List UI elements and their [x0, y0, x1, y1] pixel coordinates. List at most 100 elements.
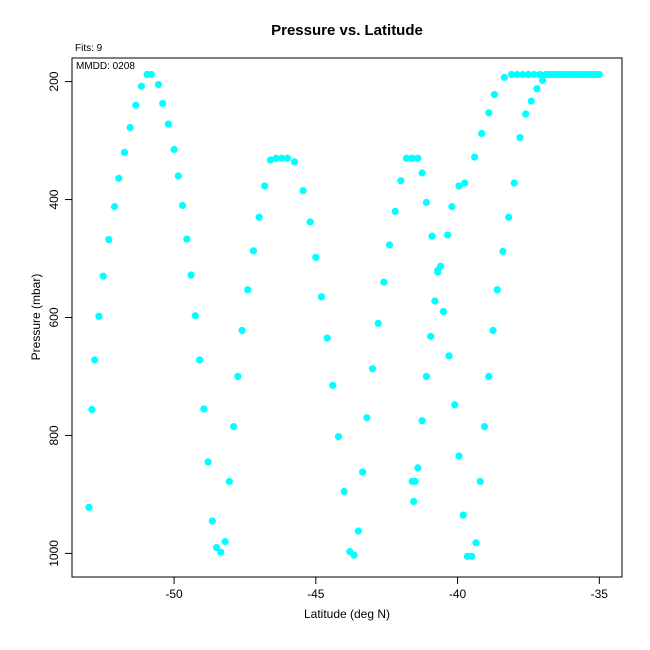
data-point: [445, 352, 453, 360]
data-point: [533, 85, 541, 93]
data-point: [490, 90, 499, 99]
data-point: [587, 70, 595, 79]
data-point: [283, 154, 292, 162]
data-point: [380, 278, 388, 286]
data-point: [91, 356, 99, 364]
data-point: [410, 497, 418, 506]
data-point: [178, 201, 187, 210]
data-point: [516, 134, 524, 142]
data-point: [334, 433, 343, 441]
data-point: [221, 538, 229, 546]
data-point: [489, 326, 497, 335]
data-point: [85, 503, 93, 512]
data-point: [499, 247, 507, 256]
data-point: [427, 332, 435, 340]
data-point: [317, 293, 326, 301]
data-point: [468, 552, 476, 560]
data-point: [459, 511, 467, 519]
data-point: [418, 417, 426, 425]
data-point: [397, 177, 405, 185]
data-point: [428, 232, 436, 240]
data-point: [217, 548, 225, 556]
data-point: [115, 174, 123, 182]
data-point: [159, 99, 167, 108]
data-point: [444, 231, 452, 239]
data-point: [493, 286, 501, 294]
data-point: [204, 458, 212, 466]
y-tick-label: 1000: [47, 540, 61, 567]
data-point: [137, 82, 146, 90]
data-point: [323, 334, 331, 342]
x-tick-label: -45: [307, 587, 325, 601]
x-tick-label: -40: [449, 587, 467, 601]
y-axis-label: Pressure (mbar): [29, 274, 43, 361]
data-point: [434, 268, 442, 276]
data-point: [272, 154, 280, 162]
chart-title: Pressure vs. Latitude: [271, 22, 423, 39]
data-point: [581, 70, 589, 79]
data-point: [541, 70, 550, 79]
x-tick-label: -50: [165, 587, 183, 601]
data-point: [414, 154, 422, 162]
data-point: [448, 203, 456, 211]
data-point: [439, 308, 447, 316]
data-point: [368, 365, 377, 373]
data-point: [507, 70, 516, 79]
data-point: [329, 381, 337, 389]
data-point: [261, 182, 269, 190]
data-point: [408, 154, 416, 162]
data-point: [470, 153, 479, 161]
data-point: [278, 154, 286, 162]
data-point: [500, 73, 508, 82]
data-point: [478, 129, 486, 138]
data-point: [234, 372, 242, 381]
data-points: [85, 70, 603, 560]
data-point: [436, 262, 445, 270]
data-point: [524, 70, 533, 79]
data-point: [105, 236, 113, 244]
data-point: [418, 169, 426, 177]
data-point: [480, 423, 489, 431]
data-point: [455, 182, 463, 190]
data-point: [212, 543, 221, 552]
data-point: [431, 297, 439, 305]
data-point: [120, 148, 129, 156]
data-point: [527, 97, 535, 105]
data-point: [547, 70, 555, 79]
data-point: [461, 179, 469, 187]
data-point: [266, 156, 275, 164]
data-point: [229, 423, 238, 431]
data-point: [530, 70, 538, 79]
data-point: [592, 70, 601, 79]
data-point: [391, 207, 399, 215]
data-point: [539, 76, 547, 85]
data-point: [472, 539, 480, 547]
data-point: [95, 312, 103, 320]
data-point: [570, 70, 578, 79]
data-point: [485, 109, 493, 117]
data-point: [195, 356, 204, 364]
data-point: [374, 319, 382, 327]
data-point: [306, 218, 314, 226]
data-point: [408, 477, 416, 486]
data-point: [255, 213, 263, 221]
data-point: [88, 405, 96, 414]
data-point: [183, 235, 191, 243]
data-point: [244, 286, 252, 294]
data-point: [99, 272, 107, 280]
plot-frame: [71, 57, 623, 578]
data-point: [147, 70, 155, 79]
x-tick-label: -35: [591, 587, 609, 601]
data-point: [522, 110, 530, 118]
y-tick-label: 800: [47, 425, 61, 445]
data-point: [200, 405, 208, 413]
data-point: [126, 123, 134, 132]
data-point: [536, 70, 544, 79]
data-point: [225, 477, 233, 486]
data-point: [299, 187, 307, 195]
data-point: [385, 241, 394, 249]
mmdd-annotation: MMDD: 0208: [76, 61, 135, 72]
data-point: [422, 198, 430, 207]
data-point: [154, 80, 163, 89]
